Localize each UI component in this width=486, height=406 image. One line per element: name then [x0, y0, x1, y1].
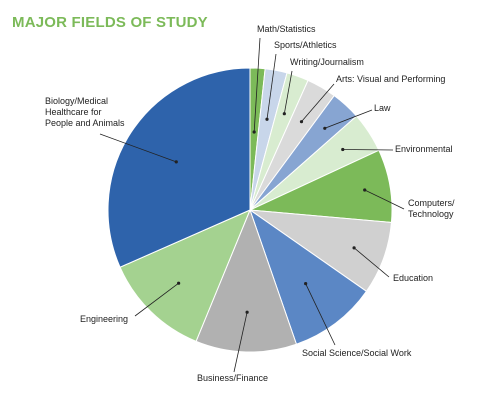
pie-slice-engineering	[119, 209, 251, 343]
leader-dot-computers-technology	[363, 188, 367, 192]
leader-line-arts-visual-and-performing	[301, 83, 335, 122]
leader-line-law	[324, 109, 373, 129]
leader-line-business-finance	[233, 312, 248, 373]
slice-label-arts-visual-and-performing: Arts: Visual and Performing	[336, 74, 445, 84]
pie-slice-biology-medical-healthcare-for-people-and-animals	[107, 67, 251, 268]
leader-line-social-science-social-work	[305, 283, 336, 346]
slice-label-business-finance: Business/Finance	[197, 373, 268, 383]
slice-label-writing-journalism: Writing/Journalism	[290, 57, 364, 67]
leader-line-biology-medical-healthcare-for-people-and-animals	[99, 133, 177, 163]
leader-line-math-statistics	[253, 37, 261, 133]
slice-labels: Math/Statistics Sports/Athletics Writing/J…	[45, 24, 455, 383]
leader-line-computers-technology	[364, 189, 405, 210]
pie-slice-business-finance	[195, 208, 298, 353]
leader-line-sports-athletics	[266, 53, 277, 120]
leader-lines	[99, 37, 405, 373]
slice-label-engineering: Engineering	[80, 314, 128, 324]
chart-title: MAJOR FIELDS OF STUDY	[12, 14, 208, 31]
slice-label-law: Law	[374, 103, 391, 113]
slice-label-social-science-social-work: Social Science/Social Work	[302, 348, 412, 358]
leader-line-writing-journalism	[283, 70, 293, 114]
leader-line-education	[353, 247, 390, 278]
pie-slices	[107, 67, 393, 353]
leader-dot-environmental	[341, 147, 345, 152]
slice-label-education: Education	[393, 273, 433, 283]
slice-label-biology-medical-healthcare-for-people-and-animals: Biology/Medical Healthcare for People and …	[45, 96, 125, 128]
slice-label-math-statistics: Math/Statistics	[257, 24, 316, 34]
slice-label-computers-technology: Computers/Technology	[408, 198, 455, 219]
pie-slice-social-science-social-work	[249, 208, 368, 345]
slice-label-sports-athletics: Sports/Athletics	[274, 40, 337, 50]
leader-line-environmental	[342, 149, 394, 151]
leader-line-engineering	[134, 282, 179, 317]
slice-label-environmental: Environmental	[395, 144, 453, 154]
